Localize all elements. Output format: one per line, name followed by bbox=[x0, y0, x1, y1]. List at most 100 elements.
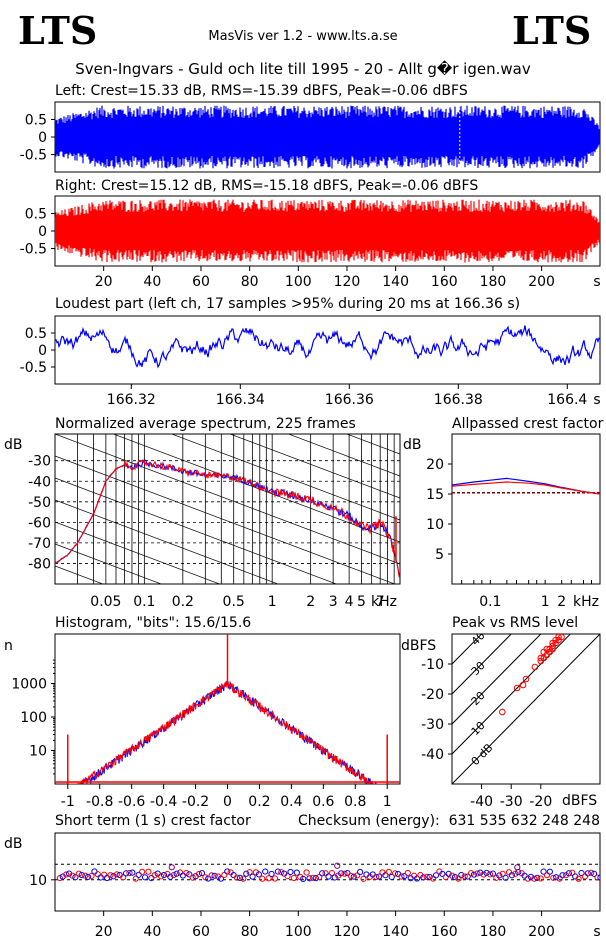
short-crest-ytick-label: 10 bbox=[29, 873, 47, 889]
left-waveform-ytick-label: 0 bbox=[38, 130, 47, 146]
histogram-ytick-label: 1000 bbox=[11, 676, 47, 692]
left-waveform-ytick-label: 0.5 bbox=[25, 113, 47, 129]
short-crest-xtick-label: 80 bbox=[241, 924, 259, 940]
short-crest-left-point bbox=[262, 868, 269, 875]
peak-rms-point bbox=[555, 634, 562, 641]
short-crest-xtick-label: 140 bbox=[382, 924, 409, 940]
allpassed-right-trace bbox=[452, 481, 600, 495]
short-crest-right-point bbox=[392, 870, 399, 877]
allpassed-left-trace bbox=[452, 477, 600, 495]
short-crest-right-point bbox=[189, 874, 196, 881]
short-crest-right-point bbox=[588, 869, 595, 876]
short-crest-right-point bbox=[404, 869, 411, 877]
peak-rms-point bbox=[540, 648, 548, 656]
short-crest-right-point bbox=[347, 872, 354, 879]
short-crest-right-point bbox=[88, 872, 95, 880]
peak-rms-diagonal-label: 0 dB bbox=[469, 741, 496, 768]
histogram-xtick-label: 0 bbox=[223, 794, 232, 810]
short-crest-left-point bbox=[357, 868, 364, 876]
right-waveform-title: Right: Crest=15.12 dB, RMS=-15.18 dBFS, … bbox=[55, 178, 478, 194]
peak-rms-point bbox=[499, 708, 506, 716]
loudest-part-trace bbox=[55, 325, 600, 369]
peak-rms-diagonal-label: 10 bbox=[469, 719, 488, 738]
allpassed-ytick-label: 10 bbox=[426, 517, 444, 533]
short-crest-right-point bbox=[265, 875, 272, 882]
short-crest-left-point bbox=[350, 873, 357, 880]
short-crest-right-point bbox=[284, 873, 291, 880]
histogram-xtick-label: 0.6 bbox=[312, 794, 334, 810]
short-crest-right-point bbox=[455, 875, 462, 882]
spectrum-slope-line bbox=[55, 477, 338, 584]
short-crest-left-point bbox=[338, 870, 345, 877]
short-crest-left-point bbox=[331, 874, 338, 881]
peak-rms-diagonal bbox=[452, 634, 512, 695]
short-crest-right-point bbox=[423, 873, 430, 880]
short-crest-left-point bbox=[445, 870, 452, 877]
histogram-xtick-label: -1 bbox=[61, 794, 75, 810]
short-crest-right-point bbox=[113, 871, 120, 878]
loudest-part-title: Loudest part (left ch, 17 samples >95% d… bbox=[55, 296, 520, 312]
short-crest-left-point bbox=[217, 875, 225, 882]
short-crest-right-point bbox=[499, 870, 506, 877]
spectrum-slope-line bbox=[112, 434, 400, 543]
right-waveform-xtick-label: 60 bbox=[192, 274, 210, 290]
right-waveform-xtick-label: 160 bbox=[431, 274, 458, 290]
allpassed-group bbox=[452, 477, 600, 495]
spectrum-slope-line bbox=[55, 455, 396, 584]
short-crest-right-point bbox=[398, 873, 405, 880]
left-waveform-group bbox=[55, 105, 600, 169]
histogram-xtick-label: 0.4 bbox=[280, 794, 302, 810]
short-crest-right-point bbox=[132, 875, 139, 882]
right-waveform-xtick-label: 40 bbox=[143, 274, 161, 290]
allpassed-plot bbox=[451, 433, 601, 585]
peak-rms-diagonal bbox=[452, 634, 482, 665]
app-title: MasVis ver 1.2 - www.lts.a.se bbox=[208, 29, 397, 44]
allpassed-ytick-label: 5 bbox=[435, 547, 444, 563]
short-crest-left-point bbox=[420, 874, 427, 881]
spectrum-xtick-label: 4 bbox=[345, 594, 354, 610]
peak-rms-plot bbox=[451, 633, 601, 785]
short-crest-high-point bbox=[168, 864, 175, 871]
histogram-xtick-label: -0.6 bbox=[118, 794, 145, 810]
spectrum-xtick-label: 0.5 bbox=[223, 594, 245, 610]
short-crest-right-point bbox=[208, 872, 215, 879]
short-crest-left-point bbox=[91, 868, 98, 875]
peak-rms-ytick-label: -30 bbox=[421, 717, 444, 733]
short-crest-right-point bbox=[354, 872, 361, 879]
right-waveform-xtick-label: 80 bbox=[241, 274, 259, 290]
right-waveform-xtick-label: 180 bbox=[480, 274, 507, 290]
short-crest-left-point bbox=[141, 874, 149, 881]
short-crest-left-point bbox=[439, 870, 446, 878]
histogram-ytick-label: 100 bbox=[20, 710, 47, 726]
peak-rms-point bbox=[519, 681, 527, 689]
short-crest-right-point bbox=[290, 874, 298, 882]
peak-rms-point bbox=[522, 675, 530, 683]
short-crest-left-point bbox=[578, 869, 585, 877]
spectrum-ytick-label: -30 bbox=[28, 454, 51, 470]
short-crest-left-point bbox=[375, 873, 383, 880]
short-crest-left-point bbox=[243, 870, 250, 877]
short-crest-right-point bbox=[82, 872, 89, 879]
spectrum-xtick-label: 0.1 bbox=[133, 594, 155, 610]
short-crest-right-point bbox=[531, 875, 538, 882]
allpassed-xtick-label: 1 bbox=[541, 594, 550, 610]
short-crest-right-point bbox=[480, 871, 487, 878]
short-crest-xtick-label: 160 bbox=[431, 924, 458, 940]
short-crest-left-point bbox=[249, 873, 256, 880]
short-crest-left-point bbox=[483, 869, 490, 877]
short-crest-right-point bbox=[543, 872, 551, 879]
short-crest-left-point bbox=[268, 870, 275, 878]
short-crest-right-point bbox=[202, 874, 209, 881]
spectrum-group bbox=[55, 434, 400, 584]
short-crest-left-point bbox=[198, 869, 206, 877]
spectrum-slope-line bbox=[170, 434, 400, 521]
short-crest-left-point bbox=[502, 874, 509, 881]
histogram-left-bars bbox=[67, 680, 388, 784]
file-title: Sven-Ingvars - Guld och lite till 1995 -… bbox=[75, 60, 531, 78]
logo-right: LTS bbox=[512, 8, 591, 53]
short-crest-right-point bbox=[246, 869, 253, 876]
short-crest-xunit: s bbox=[593, 924, 600, 940]
short-crest-left-point bbox=[173, 870, 180, 877]
peak-rms-xtick-label: -20 bbox=[529, 794, 552, 810]
